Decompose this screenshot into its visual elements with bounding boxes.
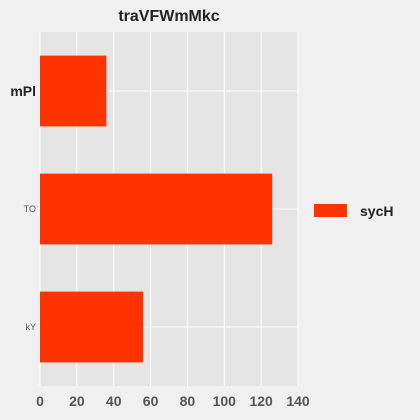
legend-label: sycH <box>360 203 393 219</box>
legend-swatch <box>314 204 347 217</box>
x-tick-label: 100 <box>213 393 237 409</box>
y-tick-label: mPl <box>10 83 36 99</box>
bar-to <box>40 173 273 245</box>
x-tick-label: 80 <box>180 393 196 409</box>
x-tick-label: 20 <box>69 393 85 409</box>
x-tick-label: 60 <box>143 393 159 409</box>
y-tick-label: TO <box>24 204 36 214</box>
chart-title: traVFWmMkc <box>118 8 219 25</box>
x-tick-label: 0 <box>36 393 44 409</box>
x-tick-label: 120 <box>249 393 273 409</box>
bars <box>40 55 273 363</box>
bar-mpl <box>40 55 107 127</box>
y-tick-labels: mPl TO kY <box>10 83 36 332</box>
x-tick-label: 40 <box>106 393 122 409</box>
x-tick-label: 140 <box>286 393 310 409</box>
legend: sycH <box>314 203 393 219</box>
x-tick-labels: 0 20 40 60 80 100 120 140 <box>36 393 310 409</box>
bar-ky <box>40 291 144 363</box>
y-tick-label: kY <box>25 322 36 332</box>
